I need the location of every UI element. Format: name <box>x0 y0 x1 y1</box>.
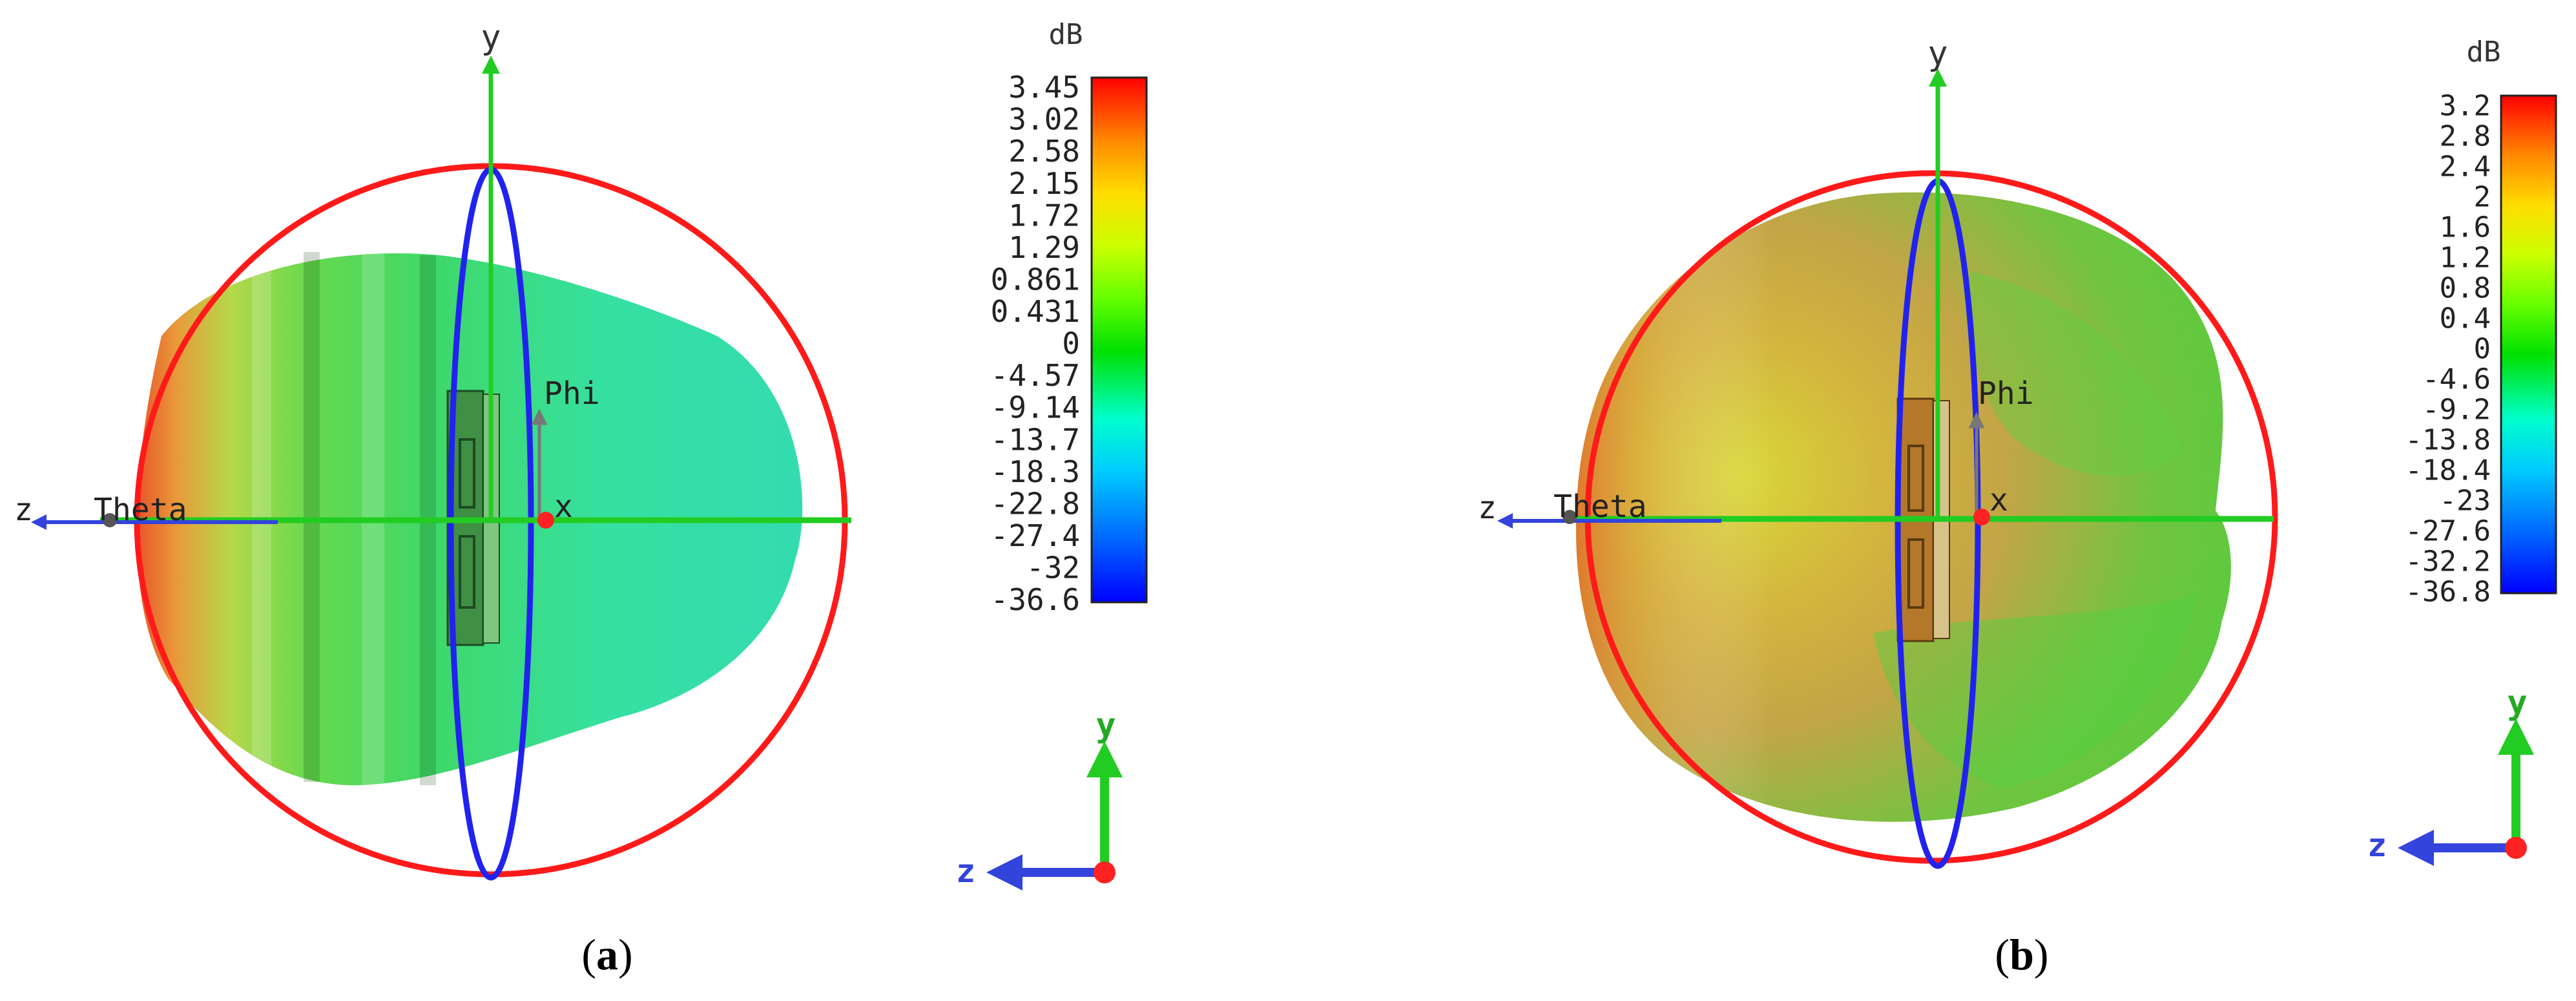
panel-b: y Phi x z Theta dB 3.22.82.421.61.20.80.… <box>1478 34 2557 979</box>
colorbar-gradient-a <box>1090 76 1148 604</box>
triad-z-label-b: z <box>2367 827 2387 864</box>
theta-label-a: Theta <box>94 492 187 528</box>
colorbar-ticks-b: 3.22.82.421.61.20.80.40-4.6-9.2-13.8-18.… <box>2405 89 2491 608</box>
y-axis-label-a: y <box>481 18 501 57</box>
origin-dot-a <box>537 512 554 529</box>
colorbar-tick-label: 0.8 <box>2440 271 2491 304</box>
colorbar-tick-label: 0.4 <box>2440 302 2491 335</box>
z-axis-label-a: z <box>14 492 33 528</box>
colorbar-tick-label: -32 <box>1026 551 1080 585</box>
colorbar-tick-label: -36.8 <box>2405 575 2491 608</box>
colorbar-tick-label: -13.7 <box>991 422 1080 457</box>
colorbar-tick-label: -18.3 <box>991 454 1080 489</box>
origin-dot-b <box>1973 509 1990 525</box>
colorbar-tick-label: -23 <box>2440 484 2491 517</box>
colorbar-tick-label: 0.861 <box>991 262 1080 297</box>
colorbar-gradient-b <box>2500 94 2557 595</box>
colorbar-tick-label: -18.4 <box>2405 454 2491 487</box>
colorbar-tick-label: -27.4 <box>991 518 1080 553</box>
colorbar-tick-label: -9.14 <box>991 390 1080 425</box>
colorbar-tick-label: 0 <box>2474 332 2491 365</box>
colorbar-tick-label: -32.2 <box>2405 545 2491 578</box>
colorbar-tick-label: 0 <box>1062 326 1080 361</box>
colorbar-tick-label: -4.6 <box>2422 363 2491 395</box>
colorbar-tick-label: 2.15 <box>1008 166 1080 201</box>
y-axis-label-b: y <box>1927 34 1948 73</box>
radiation-pattern-b: y Phi x z Theta <box>1478 34 2278 869</box>
colorbar-tick-label: 1.72 <box>1008 198 1080 233</box>
colorbar-tick-label: 0.431 <box>991 294 1080 329</box>
z-axis-label-b: z <box>1478 490 1497 526</box>
panel-a: y Phi x z Theta dB 3.453.022.582.151.721… <box>14 18 1148 979</box>
colorbar-tick-label: 1.29 <box>1008 230 1080 265</box>
colorbar-tick-label: 2.8 <box>2440 120 2491 153</box>
colorbar-a: dB 3.453.022.582.151.721.290.8610.4310-4… <box>991 18 1148 617</box>
colorbar-tick-label: 2 <box>2474 180 2491 213</box>
colorbar-tick-label: -22.8 <box>991 486 1080 521</box>
theta-dot-a <box>103 513 117 527</box>
radiation-pattern-a: y Phi x z Theta <box>14 18 851 881</box>
colorbar-tick-label: -27.6 <box>2405 514 2491 547</box>
lobe-shading-b <box>1873 271 2196 788</box>
colorbar-tick-label: 2.58 <box>1008 134 1080 169</box>
colorbar-tick-label: 3.2 <box>2440 89 2491 122</box>
colorbar-tick-label: 2.4 <box>2440 150 2491 183</box>
x-axis-label-b: x <box>1989 482 2008 518</box>
colorbar-tick-label: -9.2 <box>2422 393 2491 426</box>
colorbar-tick-label: -13.8 <box>2405 423 2491 456</box>
colorbar-tick-label: 3.02 <box>1008 102 1080 137</box>
triad-z-label-a: z <box>956 852 975 890</box>
caption-b: (b) <box>1995 930 2048 979</box>
colorbar-tick-label: -36.6 <box>991 582 1080 617</box>
theta-label-b: Theta <box>1553 489 1647 525</box>
colorbar-tick-label: 1.2 <box>2440 241 2491 274</box>
triad-y-label-b: y <box>2507 684 2527 722</box>
triad-y-label-a: y <box>1096 706 1116 745</box>
colorbar-b: dB 3.22.82.421.61.20.80.40-4.6-9.2-13.8-… <box>2405 36 2557 608</box>
phi-label-b: Phi <box>1978 375 2034 412</box>
colorbar-unit-b: dB <box>2467 36 2501 68</box>
colorbar-tick-label: -4.57 <box>991 358 1080 393</box>
orientation-triad-b: y z <box>2367 684 2534 866</box>
colorbar-tick-label: 1.6 <box>2440 211 2491 244</box>
theta-dot-b <box>1563 510 1577 524</box>
triad-origin-a <box>1094 861 1116 883</box>
colorbar-tick-label: 3.45 <box>1008 70 1080 105</box>
orientation-triad-a: y z <box>956 706 1123 890</box>
triad-origin-b <box>2505 837 2527 859</box>
phi-label-a: Phi <box>544 375 600 412</box>
colorbar-unit-a: dB <box>1049 18 1083 51</box>
x-axis-label-a: x <box>554 489 573 525</box>
colorbar-ticks-a: 3.453.022.582.151.721.290.8610.4310-4.57… <box>991 70 1080 617</box>
caption-a: (a) <box>581 930 632 979</box>
